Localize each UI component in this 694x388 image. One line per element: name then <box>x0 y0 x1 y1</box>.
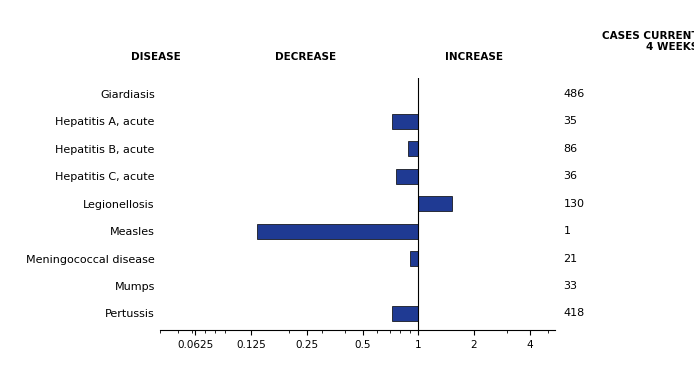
Text: 21: 21 <box>564 253 577 263</box>
Text: 36: 36 <box>564 171 577 181</box>
Text: CASES CURRENT
4 WEEKS: CASES CURRENT 4 WEEKS <box>602 31 694 52</box>
Bar <box>392 306 418 321</box>
Text: 418: 418 <box>564 308 585 318</box>
Text: 130: 130 <box>564 199 584 209</box>
Bar <box>408 141 418 156</box>
Bar <box>392 114 418 129</box>
Bar <box>257 223 418 239</box>
Text: INCREASE: INCREASE <box>445 52 503 62</box>
Text: 1: 1 <box>564 226 570 236</box>
Text: 35: 35 <box>564 116 577 126</box>
Text: 486: 486 <box>564 89 585 99</box>
Text: 33: 33 <box>564 281 577 291</box>
Bar <box>418 196 452 211</box>
Text: 86: 86 <box>564 144 577 154</box>
Text: DECREASE: DECREASE <box>276 52 337 62</box>
Bar <box>396 169 418 184</box>
Bar <box>409 251 418 266</box>
Text: DISEASE: DISEASE <box>130 52 180 62</box>
